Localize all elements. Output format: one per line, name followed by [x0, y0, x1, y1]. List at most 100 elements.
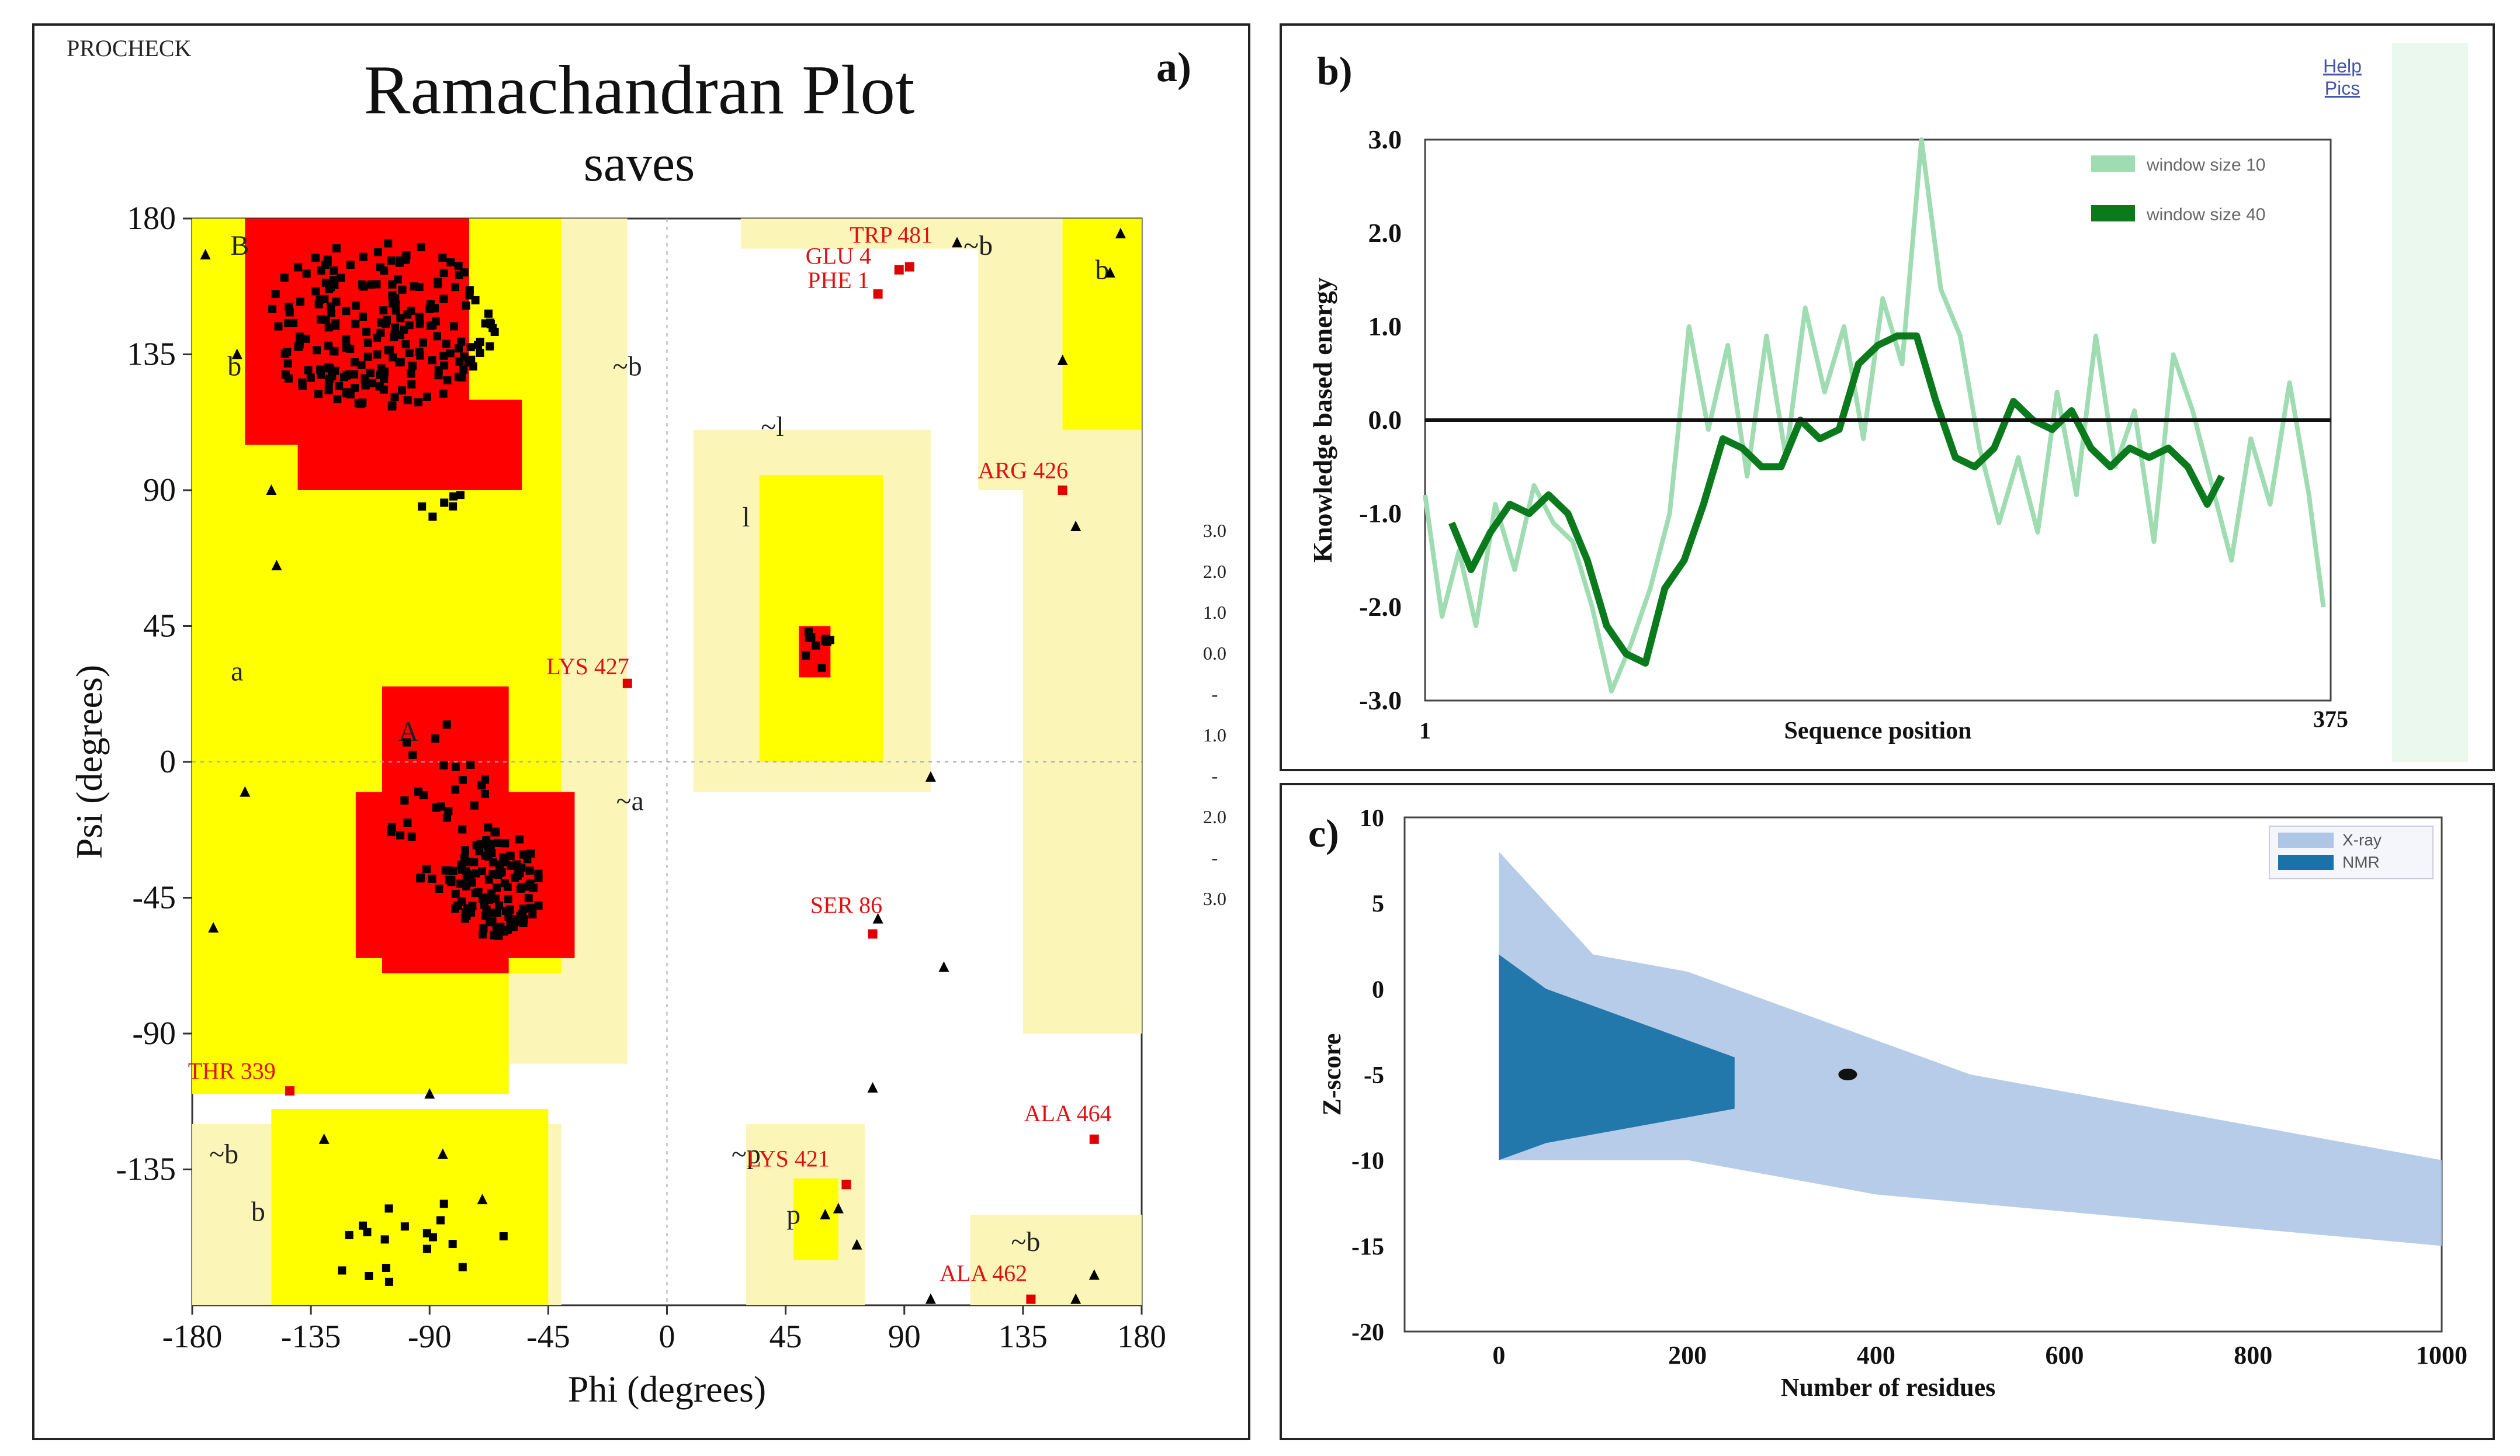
residue-point — [497, 923, 505, 931]
residue-point — [390, 333, 398, 341]
y-tick-label: -5 — [1364, 1062, 1384, 1089]
residue-point — [455, 373, 463, 381]
outlier-label: ALA 464 — [1024, 1100, 1112, 1126]
energy-plot: b) HelpPics3.02.01.00.0-1.0-2.0-3.01 375Se… — [1282, 26, 2493, 769]
residue-point — [272, 290, 280, 298]
residue-point — [486, 342, 494, 351]
residue-point — [481, 790, 489, 798]
highlight-point — [1838, 1069, 1857, 1080]
residue-point — [456, 491, 465, 499]
residue-point — [389, 353, 397, 361]
colorbar-label: - — [1212, 847, 1218, 868]
residue-point — [457, 897, 466, 905]
residue-point — [379, 306, 387, 314]
region-label: ~b — [963, 230, 993, 261]
outlier-label: GLU 4 — [806, 243, 871, 269]
residue-point — [316, 366, 324, 374]
panel-label: a) — [1156, 44, 1191, 91]
residue-point — [317, 316, 325, 324]
program-label: PROCHECK — [67, 35, 191, 61]
residue-point — [407, 369, 415, 377]
residue-point — [390, 393, 398, 401]
outlier-point — [905, 262, 914, 272]
residue-point — [404, 396, 412, 404]
residue-point — [451, 785, 459, 793]
residue-point — [449, 1240, 457, 1248]
residue-point — [504, 895, 512, 903]
residue-point — [495, 869, 504, 877]
residue-point — [443, 376, 452, 384]
x-axis-label: Number of residues — [1781, 1373, 1996, 1402]
residue-point — [458, 826, 466, 834]
residue-point — [324, 258, 332, 266]
residue-point — [509, 861, 517, 869]
x-tick-label: 400 — [1857, 1341, 1895, 1370]
residue-point — [452, 890, 460, 898]
residue-point — [331, 319, 339, 327]
residue-point — [374, 248, 382, 256]
legend-label: NMR — [2342, 853, 2380, 871]
residue-point — [296, 298, 304, 306]
outlier-label: PHE 1 — [807, 267, 869, 293]
residue-point — [423, 1245, 431, 1253]
residue-point — [365, 1272, 373, 1280]
residue-point — [414, 398, 422, 406]
residue-point — [483, 893, 491, 902]
x-tick-label: 1 — [1419, 717, 1431, 744]
residue-point — [392, 306, 400, 314]
residue-point — [387, 256, 395, 265]
residue-point — [427, 300, 435, 308]
residue-point — [391, 324, 399, 332]
residue-point — [802, 651, 810, 660]
outlier-point — [623, 679, 632, 688]
residue-point — [436, 1216, 445, 1225]
residue-point — [434, 280, 442, 288]
residue-point — [416, 351, 424, 359]
residue-point — [504, 913, 512, 921]
residue-point — [332, 297, 340, 306]
residue-point — [501, 858, 509, 866]
residue-point — [313, 346, 321, 354]
residue-point — [427, 322, 435, 330]
y-tick-label: -135 — [116, 1152, 176, 1188]
outlier-label: LYS 427 — [546, 653, 629, 680]
legend-swatch — [2091, 155, 2135, 172]
residue-point — [400, 325, 408, 334]
y-tick-label: 0 — [160, 744, 176, 780]
residue-point — [408, 362, 417, 370]
residue-point — [512, 918, 520, 926]
y-tick-label: -10 — [1351, 1148, 1384, 1175]
residue-point — [346, 261, 355, 269]
residue-point — [420, 791, 428, 799]
x-tick-label: 135 — [999, 1319, 1048, 1355]
residue-point — [526, 850, 535, 858]
residue-point — [455, 262, 463, 270]
residue-point — [495, 902, 503, 910]
residue-point — [504, 883, 512, 891]
y-tick-label: 2.0 — [1368, 218, 1402, 248]
colorbar-label: 1.0 — [1203, 602, 1226, 623]
residue-point — [475, 847, 483, 855]
residue-point — [364, 353, 372, 361]
outlier-label: THR 339 — [188, 1058, 276, 1084]
residue-point — [433, 332, 441, 340]
x-tick-label: -45 — [526, 1319, 570, 1355]
residue-point — [458, 865, 466, 873]
y-tick-label: -20 — [1351, 1319, 1384, 1346]
panel-energy: b) Help Pics 3.0 2.0 1.0 0.0 -1.0 -2.0 -3.0 1 375 Se… — [1280, 23, 2495, 771]
residue-point — [482, 836, 490, 844]
residue-point — [289, 319, 297, 327]
y-tick-label: 90 — [143, 472, 176, 508]
residue-point — [384, 239, 392, 247]
x-tick-label: 800 — [2234, 1341, 2272, 1370]
residue-point — [535, 902, 543, 910]
residue-point — [330, 280, 338, 289]
residue-point — [472, 869, 480, 878]
residue-point — [403, 819, 411, 827]
residue-point — [479, 930, 487, 938]
residue-point — [416, 320, 424, 328]
residue-point — [466, 292, 474, 300]
residue-point — [450, 322, 458, 330]
y-tick-label: -90 — [132, 1015, 176, 1052]
y-axis-label: Knowledge based energy — [1308, 278, 1337, 563]
